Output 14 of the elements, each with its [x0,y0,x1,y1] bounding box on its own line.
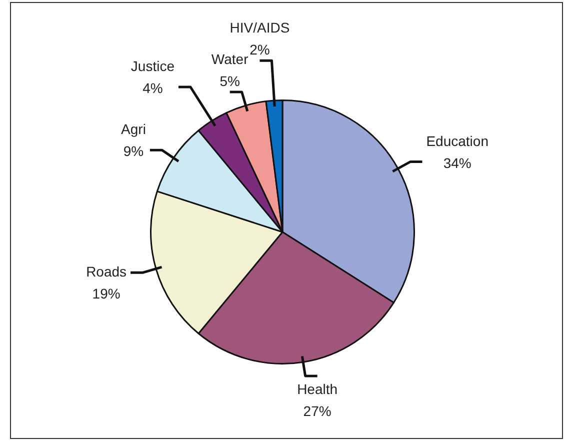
slice-label: Agri [121,121,146,138]
slice-label: Health [297,380,338,397]
data-label: 4% [142,80,163,96]
slice-label: Water [211,51,249,68]
data-label: 9% [123,143,144,160]
data-label: 19% [92,286,120,302]
data-label: 34% [443,154,472,171]
data-label: 2% [250,42,270,58]
slice-label: HIV/AIDS [230,20,290,36]
slice-label: Education [426,132,488,149]
data-label: 5% [220,73,240,90]
slice-label: Justice [130,58,175,74]
data-label: 27% [303,402,332,419]
slice-label: Roads [86,264,127,280]
